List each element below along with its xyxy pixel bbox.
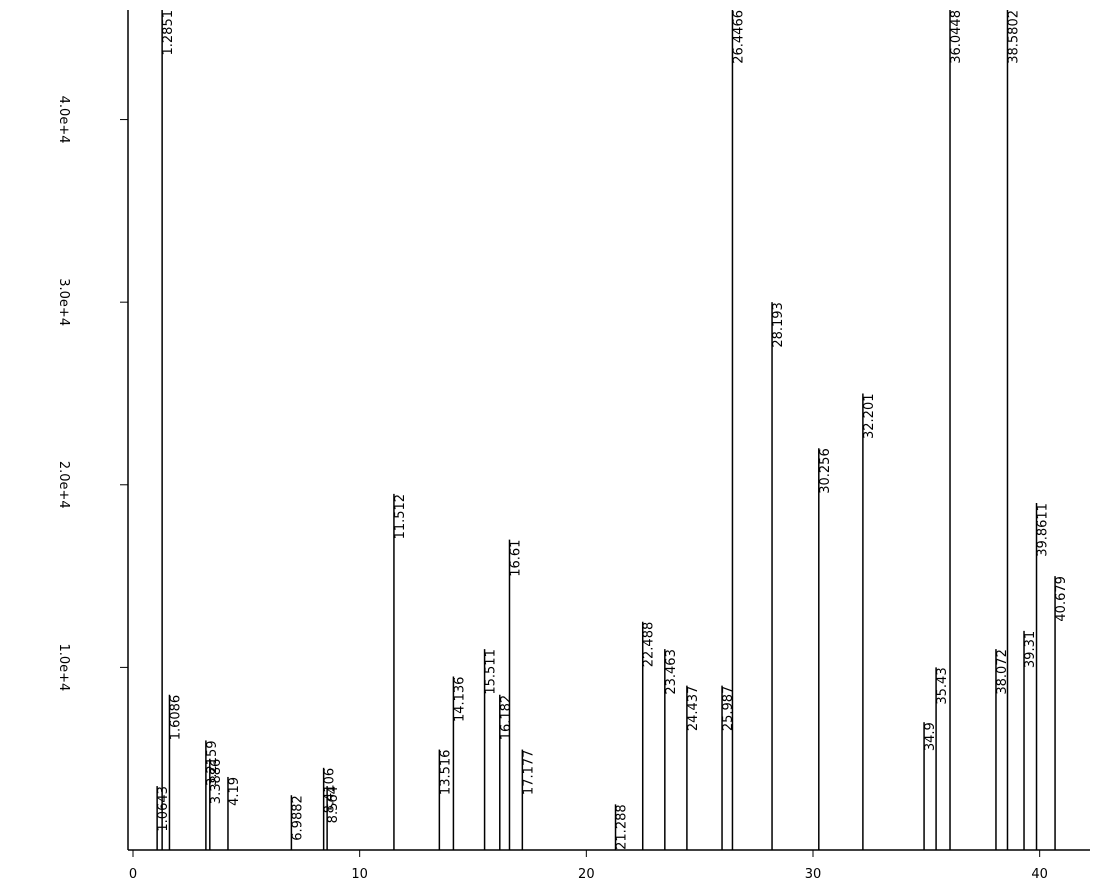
- x-tick-label: 30: [805, 867, 822, 882]
- peak-label: 34.9: [923, 722, 938, 751]
- peak-label: 11.512: [393, 494, 408, 540]
- peak-label: 16.61: [508, 540, 523, 577]
- peak-label: 13.516: [438, 750, 453, 796]
- peak-label: 35.43: [935, 667, 950, 704]
- peak-label: 38.072: [995, 649, 1010, 695]
- peak-label: 17.177: [521, 750, 536, 796]
- peak-label: 36.0448: [949, 10, 964, 64]
- peak-label: 32.201: [862, 393, 877, 439]
- y-tick-label: 3.0e+4: [56, 278, 71, 326]
- peak-label: 26.4466: [731, 10, 746, 64]
- x-tick-label: 20: [578, 867, 595, 882]
- x-tick-label: 40: [1031, 867, 1048, 882]
- y-tick-label: 2.0e+4: [56, 461, 71, 509]
- peak-label: 30.256: [818, 448, 833, 494]
- peak-label: 14.136: [452, 677, 467, 723]
- x-tick-label: 0: [129, 867, 137, 882]
- peak-label: 4.19: [227, 777, 242, 806]
- peak-label: 16.182: [499, 695, 514, 741]
- peak-label: 1.0643: [156, 786, 171, 832]
- peak-label: 39.8611: [1036, 503, 1051, 557]
- y-tick-label: 4.0e+4: [56, 96, 71, 144]
- y-tick-label: 1.0e+4: [56, 643, 71, 691]
- peak-label: 1.2851: [161, 10, 176, 56]
- peak-label: 22.488: [642, 622, 657, 668]
- peak-label: 39.31: [1023, 631, 1038, 668]
- peak-label: 8.564: [326, 786, 341, 823]
- peak-label: 3.2159: [205, 740, 220, 786]
- peak-label: 6.9882: [290, 795, 305, 841]
- peak-label: 21.288: [615, 804, 630, 850]
- peak-label: 23.463: [664, 649, 679, 695]
- peak-label: 28.193: [771, 302, 786, 348]
- peak-label: 15.511: [484, 649, 499, 695]
- peak-label: 25.987: [721, 686, 736, 732]
- peak-label: 38.5802: [1006, 10, 1021, 64]
- peak-label: 1.6086: [168, 695, 183, 741]
- peak-label: 3.3886: [209, 759, 224, 805]
- x-tick-label: 10: [351, 867, 368, 882]
- peak-label: 24.437: [686, 686, 701, 732]
- peak-label: 40.679: [1054, 576, 1069, 622]
